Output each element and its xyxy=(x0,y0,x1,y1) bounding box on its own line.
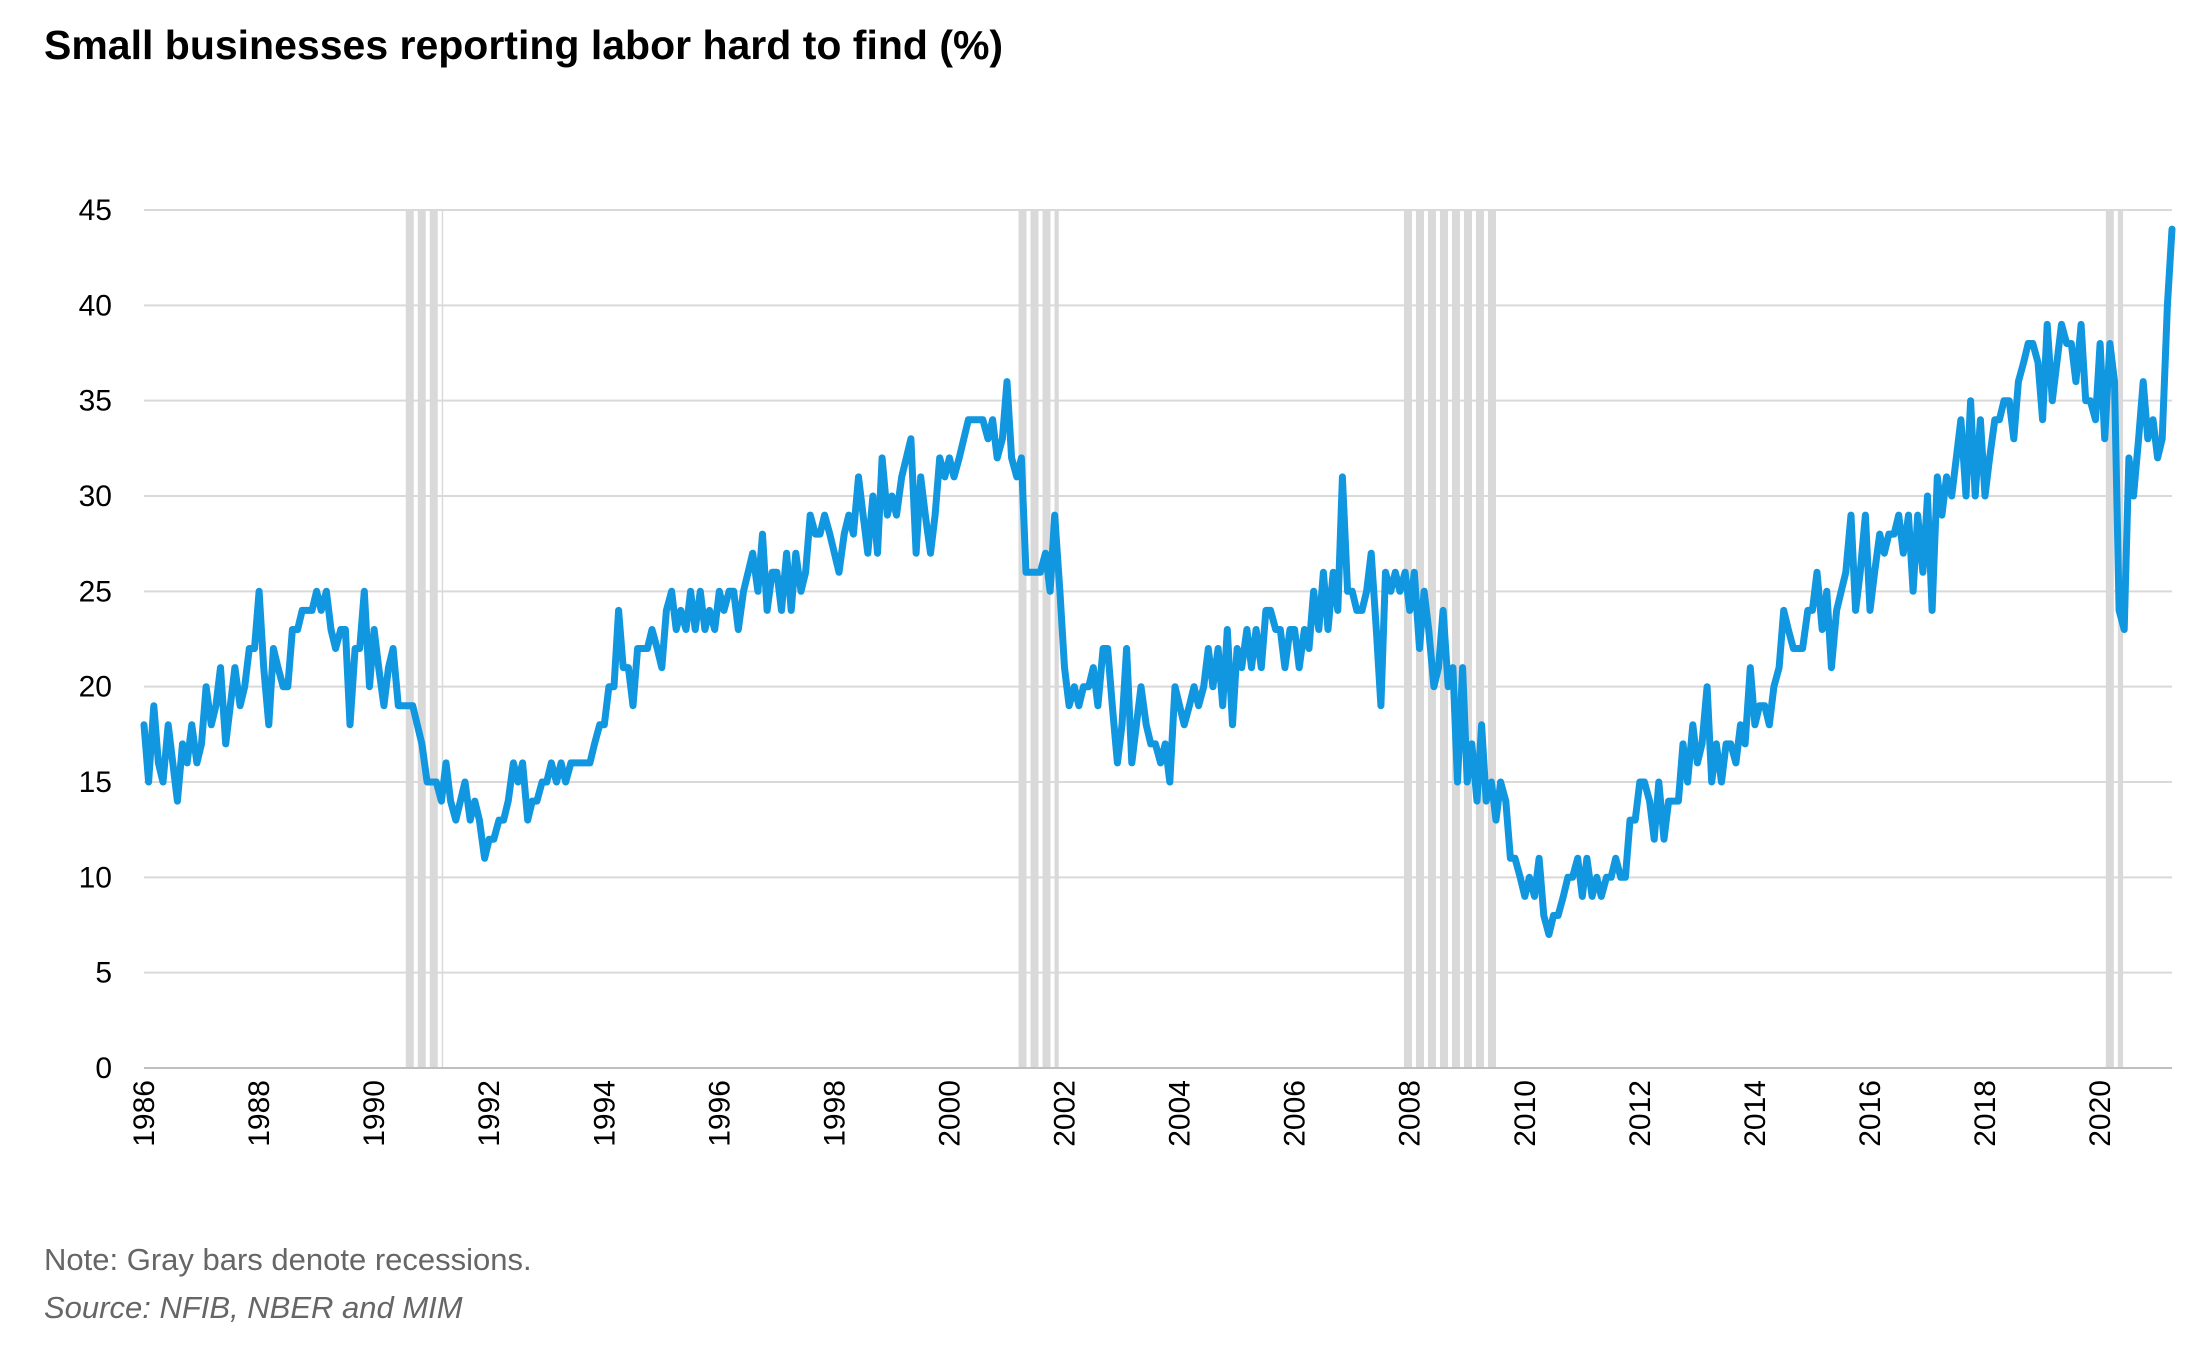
x-tick-label: 1992 xyxy=(473,1080,506,1147)
gridlines xyxy=(144,209,2172,1069)
series-group xyxy=(140,225,2176,938)
x-tick-label: 2016 xyxy=(1854,1080,1887,1147)
recession-stripe xyxy=(1475,210,1484,1068)
x-tick-label: 2000 xyxy=(933,1080,966,1147)
recession-stripe xyxy=(2117,210,2124,1068)
recession-bar xyxy=(1018,210,1059,1068)
series-line xyxy=(140,225,2176,938)
x-tick-label: 2002 xyxy=(1049,1080,1082,1147)
recession-stripe xyxy=(429,210,438,1068)
x-tick-label: 1988 xyxy=(243,1080,276,1147)
y-tick-label: 45 xyxy=(79,194,112,227)
y-tick-label: 30 xyxy=(79,480,112,513)
x-tick-label: 1986 xyxy=(128,1080,161,1147)
x-tick-label: 2018 xyxy=(1969,1080,2002,1147)
x-tick-label: 1990 xyxy=(358,1080,391,1147)
chart-source: Source: NFIB, NBER and MIM xyxy=(44,1290,463,1325)
recession-bar xyxy=(2105,210,2124,1068)
x-tick-label: 2012 xyxy=(1624,1080,1657,1147)
x-tick-label: 2006 xyxy=(1279,1080,1312,1147)
x-tick-label: 2010 xyxy=(1509,1080,1542,1147)
recession-stripe xyxy=(2105,210,2114,1068)
y-tick-label: 5 xyxy=(95,957,112,990)
recession-stripe xyxy=(1487,210,1496,1068)
x-tick-label: 2008 xyxy=(1394,1080,1427,1147)
x-tick-label: 2014 xyxy=(1739,1080,1772,1147)
y-tick-label: 35 xyxy=(79,385,112,418)
recession-stripe xyxy=(1463,210,1472,1068)
y-tick-label: 10 xyxy=(79,861,112,894)
x-axis-labels: 1986 1988 1990 1992 1994 1996 1998 2000 2002 2004… xyxy=(128,1080,2117,1147)
x-tick-label: 2020 xyxy=(2084,1080,2117,1147)
chart-note: Note: Gray bars denote recessions. xyxy=(44,1242,532,1277)
chart-title: Small businesses reporting labor hard to… xyxy=(44,22,1004,68)
recession-stripe xyxy=(1054,210,1059,1068)
recession-stripe xyxy=(405,210,414,1068)
y-axis-labels: 0 5 10 15 20 25 30 35 40 45 xyxy=(79,194,112,1085)
recession-stripe xyxy=(1042,210,1051,1068)
recession-bar xyxy=(405,210,444,1068)
recession-stripe xyxy=(417,210,426,1068)
y-tick-label: 25 xyxy=(79,575,112,608)
recession-stripe xyxy=(1403,210,1412,1068)
x-tick-label: 1994 xyxy=(588,1080,621,1147)
x-tick-label: 2004 xyxy=(1164,1080,1197,1147)
recession-stripe xyxy=(1451,210,1460,1068)
x-tick-label: 1998 xyxy=(818,1080,851,1147)
x-tick-label: 1996 xyxy=(703,1080,736,1147)
recession-stripe xyxy=(441,210,444,1068)
y-tick-label: 15 xyxy=(79,766,112,799)
y-tick-label: 0 xyxy=(95,1052,112,1085)
y-tick-label: 40 xyxy=(79,289,112,322)
recession-stripe xyxy=(1018,210,1027,1068)
y-tick-label: 20 xyxy=(79,671,112,704)
recession-stripe xyxy=(1030,210,1039,1068)
